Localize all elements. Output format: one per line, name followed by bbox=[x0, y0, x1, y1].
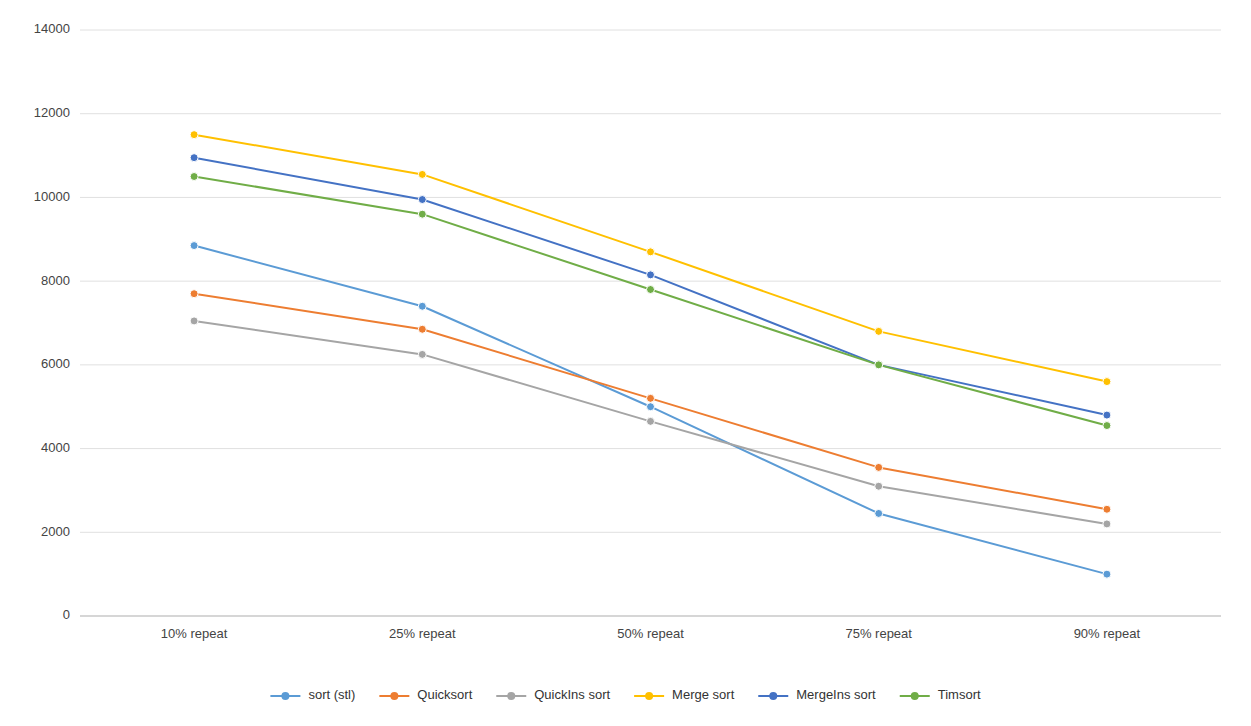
series-marker bbox=[1103, 505, 1111, 513]
y-tick-label: 0 bbox=[63, 607, 70, 622]
legend-item: Merge sort bbox=[634, 687, 735, 702]
series-marker bbox=[875, 509, 883, 517]
series-marker bbox=[418, 210, 426, 218]
legend-label: Quicksort bbox=[417, 687, 472, 702]
x-tick-label: 75% repeat bbox=[845, 626, 912, 641]
legend-item: Quicksort bbox=[379, 687, 472, 702]
series-marker bbox=[875, 463, 883, 471]
series-marker bbox=[1103, 422, 1111, 430]
series-marker bbox=[190, 173, 198, 181]
grid-line bbox=[80, 281, 1221, 282]
y-tick-label: 14000 bbox=[34, 21, 70, 36]
series-marker bbox=[1103, 411, 1111, 419]
legend-marker bbox=[769, 692, 777, 700]
y-tick-label: 2000 bbox=[41, 524, 70, 539]
series bbox=[190, 131, 1111, 386]
legend-item: MergeIns sort bbox=[758, 687, 876, 702]
x-tick-label: 25% repeat bbox=[389, 626, 456, 641]
y-tick-label: 6000 bbox=[41, 356, 70, 371]
series bbox=[190, 242, 1111, 579]
legend-marker bbox=[645, 692, 653, 700]
x-tick-label: 50% repeat bbox=[617, 626, 684, 641]
y-tick-label: 12000 bbox=[34, 105, 70, 120]
grid-line bbox=[80, 197, 1221, 198]
series bbox=[190, 173, 1111, 430]
legend-label: Timsort bbox=[938, 687, 981, 702]
series-marker bbox=[647, 403, 655, 411]
chart-container: 0 2000 4000 6000 8000 10000 12000 14000 10% repe… bbox=[0, 0, 1251, 726]
grid-line bbox=[80, 113, 1221, 114]
series-marker bbox=[190, 242, 198, 250]
legend-item: Timsort bbox=[900, 687, 981, 702]
series-marker bbox=[647, 248, 655, 256]
grid-line bbox=[80, 364, 1221, 365]
series-marker bbox=[418, 302, 426, 310]
series-marker bbox=[418, 170, 426, 178]
series-marker bbox=[190, 131, 198, 139]
legend-label: Merge sort bbox=[672, 687, 735, 702]
series-marker bbox=[1103, 570, 1111, 578]
series-marker bbox=[418, 196, 426, 204]
legend-item: sort (stl) bbox=[270, 687, 355, 702]
series-line bbox=[194, 246, 1107, 575]
legend-marker bbox=[281, 692, 289, 700]
y-tick-label: 4000 bbox=[41, 440, 70, 455]
series-line bbox=[194, 294, 1107, 510]
legend-marker bbox=[390, 692, 398, 700]
legend-marker bbox=[507, 692, 515, 700]
series bbox=[190, 317, 1111, 528]
series-marker bbox=[875, 361, 883, 369]
grid-line bbox=[80, 30, 1221, 31]
x-tick-label: 10% repeat bbox=[161, 626, 228, 641]
legend-item: QuickIns sort bbox=[496, 687, 610, 702]
series-line bbox=[194, 158, 1107, 415]
legend-marker bbox=[911, 692, 919, 700]
chart-svg: 0 2000 4000 6000 8000 10000 12000 14000 10% repe… bbox=[0, 0, 1251, 726]
series-line bbox=[194, 177, 1107, 426]
series-marker bbox=[875, 482, 883, 490]
legend-label: QuickIns sort bbox=[534, 687, 610, 702]
series-marker bbox=[418, 325, 426, 333]
legend: sort (stl) Quicksort QuickIns sort Merge so… bbox=[270, 687, 981, 702]
series-marker bbox=[875, 327, 883, 335]
grid-line bbox=[80, 532, 1221, 533]
y-tick-label: 10000 bbox=[34, 189, 70, 204]
series-marker bbox=[190, 290, 198, 298]
series-marker bbox=[190, 317, 198, 325]
x-tick-label: 90% repeat bbox=[1074, 626, 1141, 641]
x-tick-labels: 10% repeat 25% repeat 50% repeat 75% repeat… bbox=[161, 626, 1141, 641]
series-marker bbox=[647, 394, 655, 402]
series-marker bbox=[1103, 378, 1111, 386]
legend-label: sort (stl) bbox=[308, 687, 355, 702]
x-axis-line bbox=[80, 616, 1221, 617]
series-line bbox=[194, 135, 1107, 382]
series-marker bbox=[418, 350, 426, 358]
series-marker bbox=[1103, 520, 1111, 528]
series-marker bbox=[647, 417, 655, 425]
series bbox=[190, 154, 1111, 419]
series-marker bbox=[190, 154, 198, 162]
series bbox=[190, 290, 1111, 514]
y-grid bbox=[80, 30, 1221, 616]
series-marker bbox=[647, 286, 655, 294]
y-tick-label: 8000 bbox=[41, 273, 70, 288]
series-marker bbox=[875, 361, 883, 369]
plot-data bbox=[190, 131, 1111, 579]
grid-line bbox=[80, 448, 1221, 449]
series-marker bbox=[647, 271, 655, 279]
grid-line bbox=[80, 616, 1221, 617]
y-tick-labels: 0 2000 4000 6000 8000 10000 12000 14000 bbox=[34, 21, 70, 622]
legend-label: MergeIns sort bbox=[796, 687, 876, 702]
